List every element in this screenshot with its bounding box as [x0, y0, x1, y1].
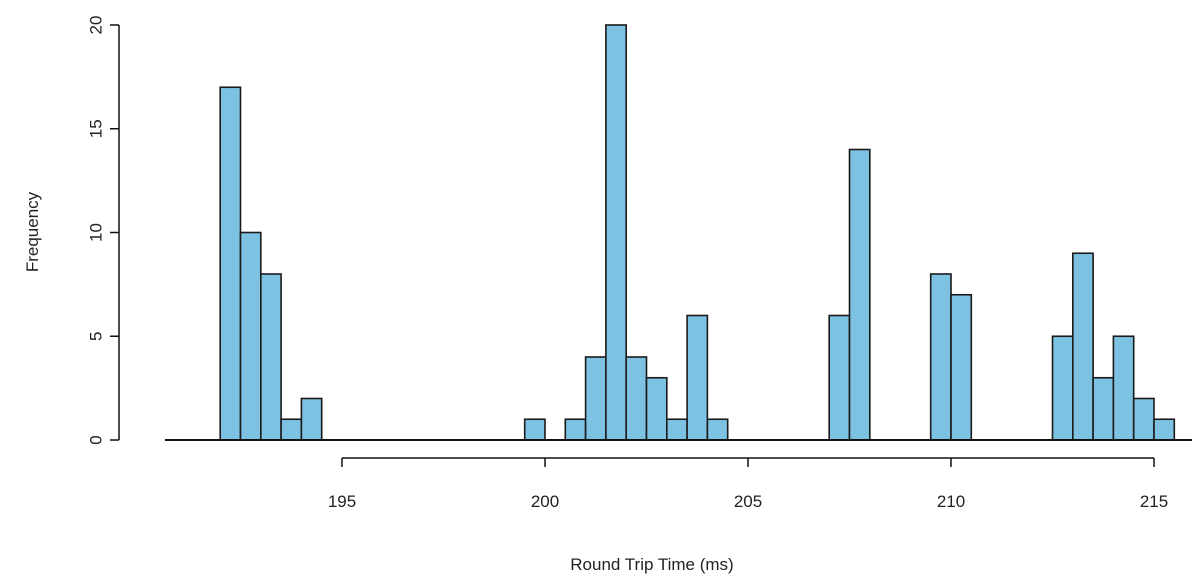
- y-tick-label: 15: [86, 119, 105, 138]
- histogram-bar: [280, 418, 303, 441]
- histogram-bar: [584, 356, 607, 441]
- y-tick-label: 0: [86, 435, 105, 444]
- histogram-bar: [1072, 252, 1094, 441]
- histogram-bar: [1092, 376, 1115, 441]
- bars-group: [219, 24, 1176, 441]
- histogram-bar: [1132, 397, 1155, 441]
- histogram-bar: [665, 418, 688, 441]
- histogram-bar: [605, 24, 628, 441]
- histogram-bar: [625, 356, 648, 441]
- histogram-bar: [523, 418, 546, 441]
- histogram-bar: [950, 293, 973, 441]
- y-tick-label: 20: [86, 16, 105, 35]
- histogram-bar: [686, 314, 709, 441]
- histogram-bar: [1153, 418, 1176, 441]
- x-axis-title: Round Trip Time (ms): [570, 555, 733, 574]
- histogram-bar: [259, 273, 282, 441]
- x-axis: 195 200 205 210 215: [328, 457, 1168, 511]
- histogram-bar: [1112, 335, 1135, 441]
- histogram-bar: [564, 418, 587, 441]
- histogram-bar: [706, 418, 729, 441]
- histogram-bar: [300, 397, 323, 441]
- histogram-bar: [848, 148, 871, 441]
- y-axis-title: Frequency: [23, 191, 42, 272]
- histogram-bar: [219, 86, 242, 441]
- y-tick-label: 10: [86, 223, 105, 242]
- x-tick-label: 195: [328, 492, 356, 511]
- x-tick-label: 215: [1140, 492, 1168, 511]
- histogram-bar: [645, 376, 668, 441]
- histogram-bar: [239, 231, 262, 441]
- y-tick-label: 5: [86, 332, 105, 341]
- x-tick-label: 200: [531, 492, 559, 511]
- histogram-bar: [828, 314, 851, 441]
- x-tick-label: 210: [937, 492, 965, 511]
- histogram-bar: [929, 273, 952, 441]
- y-axis: 0 5 10 15 20: [86, 16, 120, 445]
- histogram-bar: [1051, 335, 1074, 441]
- x-tick-label: 205: [734, 492, 762, 511]
